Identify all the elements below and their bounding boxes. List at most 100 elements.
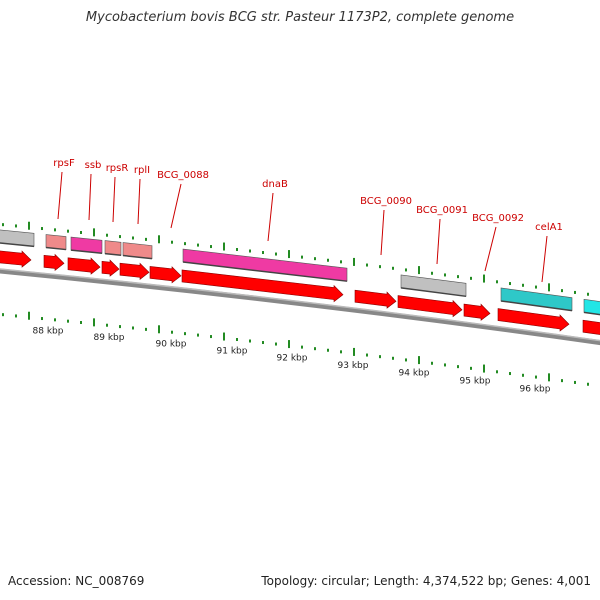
feature-box xyxy=(583,298,600,315)
track-tick xyxy=(535,285,537,289)
feature-box-shadow xyxy=(400,287,467,298)
feature-box-shadow xyxy=(104,252,122,257)
track-tick xyxy=(327,258,329,262)
track-tick xyxy=(366,263,368,267)
kbp-scale-label: 89 kbp xyxy=(94,333,125,343)
track-tick xyxy=(405,268,407,272)
track-tick xyxy=(548,373,550,382)
track-tick xyxy=(236,248,238,252)
gene-label: rplI xyxy=(134,165,150,176)
track-tick xyxy=(41,317,43,321)
track-tick xyxy=(379,265,381,269)
track-tick xyxy=(223,332,225,341)
genome-backbone xyxy=(0,268,600,346)
gene-leader-line xyxy=(170,183,182,229)
track-tick xyxy=(28,311,30,320)
track-tick xyxy=(197,333,199,337)
cds-arrow xyxy=(101,259,120,277)
track-tick xyxy=(301,345,303,349)
track-tick xyxy=(15,314,17,318)
track-tick xyxy=(457,275,459,279)
track-tick xyxy=(236,338,238,342)
track-tick xyxy=(522,373,524,377)
feature-box-shadow xyxy=(182,261,348,282)
track-tick xyxy=(106,323,108,327)
gene-leader-line xyxy=(57,171,63,220)
kbp-scale-label: 96 kbp xyxy=(520,385,551,395)
gene-leader-line xyxy=(88,173,92,221)
kbp-scale-label: 93 kbp xyxy=(338,361,369,371)
track-tick xyxy=(574,380,576,384)
gene-label: ssb xyxy=(85,160,102,171)
feature-box-shadow xyxy=(500,300,573,312)
gene-label: BCG_0092 xyxy=(472,213,524,224)
track-tick xyxy=(275,252,277,256)
kbp-scale-label: 88 kbp xyxy=(33,327,64,337)
track-tick xyxy=(470,276,472,280)
feature-box-shadow xyxy=(45,246,67,251)
track-tick xyxy=(418,356,420,365)
track-tick xyxy=(587,382,589,386)
track-tick xyxy=(262,341,264,345)
cds-arrow xyxy=(0,250,32,268)
cds-arrow xyxy=(119,262,150,280)
track-tick xyxy=(197,243,199,247)
track-tick xyxy=(496,370,498,374)
gene-leader-line xyxy=(137,178,141,225)
track-tick xyxy=(54,318,56,322)
cds-arrow xyxy=(181,269,344,303)
track-tick xyxy=(353,257,355,266)
track-tick xyxy=(379,355,381,359)
feature-box-shadow xyxy=(70,249,103,255)
track-tick xyxy=(431,361,433,365)
track-tick xyxy=(392,266,394,270)
track-tick xyxy=(158,325,160,334)
track-tick xyxy=(262,251,264,255)
track-tick xyxy=(444,273,446,277)
gene-leader-line xyxy=(380,209,385,256)
upper-tick-track xyxy=(2,221,589,296)
feature-box-shadow xyxy=(122,254,153,260)
track-tick xyxy=(119,235,121,239)
track-tick xyxy=(119,325,121,329)
gene-label: dnaB xyxy=(262,179,288,190)
genome-backbone-highlight xyxy=(0,268,600,342)
track-tick xyxy=(522,283,524,287)
track-tick xyxy=(184,332,186,336)
track-tick xyxy=(561,379,563,383)
track-tick xyxy=(483,274,485,283)
track-tick xyxy=(2,223,4,227)
track-tick xyxy=(223,242,225,251)
track-tick xyxy=(145,327,147,331)
track-tick xyxy=(15,224,17,228)
track-tick xyxy=(340,350,342,354)
track-tick xyxy=(145,237,147,241)
track-tick xyxy=(184,242,186,246)
feature-box xyxy=(104,240,122,256)
track-tick xyxy=(327,348,329,352)
track-tick xyxy=(535,375,537,379)
track-tick xyxy=(54,228,56,232)
track-tick xyxy=(275,342,277,346)
track-tick xyxy=(41,227,43,231)
cds-arrow xyxy=(497,308,570,332)
feature-box-shadow xyxy=(583,311,600,316)
track-tick xyxy=(93,318,95,327)
track-tick xyxy=(67,229,69,233)
track-tick xyxy=(509,372,511,376)
feature-box xyxy=(400,274,467,297)
gene-leader-line xyxy=(541,235,548,283)
track-tick xyxy=(249,339,251,343)
track-tick xyxy=(93,228,95,237)
track-tick xyxy=(587,292,589,296)
track-tick xyxy=(158,235,160,244)
track-tick xyxy=(80,231,82,235)
cds-arrow xyxy=(582,319,600,335)
track-tick xyxy=(210,335,212,339)
cds-arrow xyxy=(463,303,491,321)
track-tick xyxy=(2,313,4,317)
track-tick xyxy=(171,330,173,334)
cds-arrow xyxy=(354,289,397,309)
track-tick xyxy=(314,347,316,351)
